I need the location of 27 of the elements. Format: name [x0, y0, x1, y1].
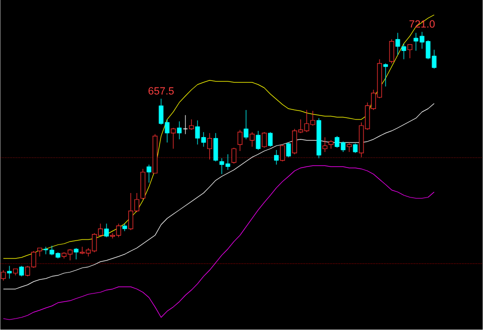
- candlestick: [352, 143, 358, 154]
- candlestick: [407, 44, 412, 59]
- candlestick: [274, 150, 279, 166]
- candlestick: [170, 128, 176, 150]
- candlestick: [7, 266, 12, 280]
- candlestick: [232, 148, 236, 164]
- candlestick: [19, 266, 24, 277]
- candlestick: [286, 142, 291, 158]
- candlestick: [207, 132, 212, 160]
- candlestick: [250, 132, 255, 148]
- candlestick: [389, 39, 394, 64]
- candlestick: [346, 142, 352, 152]
- candlestick: [383, 63, 388, 88]
- candlestick: [280, 144, 285, 162]
- candlestick: [256, 130, 261, 150]
- candlestick: [268, 132, 273, 148]
- candlestick: [189, 119, 194, 130]
- candlestick: [74, 248, 78, 260]
- candlestick: [176, 121, 182, 140]
- candlestick: [244, 110, 248, 140]
- candlestick: [213, 132, 218, 162]
- candlestick: [238, 130, 242, 152]
- candlestick: [262, 132, 267, 148]
- candlestick: [104, 224, 109, 238]
- candlestick: [322, 137, 328, 152]
- candlestick: [146, 164, 152, 184]
- annotation: 657.5: [148, 87, 174, 95]
